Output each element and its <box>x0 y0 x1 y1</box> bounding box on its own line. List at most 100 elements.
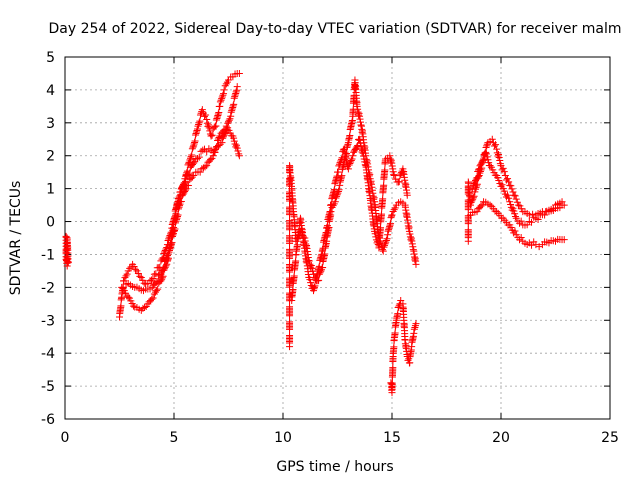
data-point <box>381 240 389 248</box>
data-point <box>286 217 294 225</box>
data-point <box>161 256 169 264</box>
data-point <box>483 153 491 161</box>
data-point <box>558 198 566 206</box>
data-point <box>131 265 139 273</box>
data-point <box>159 265 167 273</box>
axis-ticks: 0 5 10 15 20 25 -6 -5 -4 -3 -2 -1 0 1 2 3 4 5 <box>41 50 619 446</box>
data-point <box>494 174 502 182</box>
data-point <box>205 121 213 129</box>
data-point <box>509 188 517 196</box>
data-point <box>488 135 496 143</box>
data-point <box>220 90 228 98</box>
data-point <box>195 119 203 127</box>
data-point <box>472 177 480 185</box>
data-point <box>181 177 189 185</box>
data-point <box>494 152 502 160</box>
data-point <box>219 134 227 142</box>
data-point <box>335 160 343 168</box>
data-point <box>221 130 229 138</box>
y-axis-title: SDTVAR / TECUs <box>8 181 24 296</box>
data-point <box>137 273 145 281</box>
data-point <box>360 152 368 160</box>
data-point <box>338 172 346 180</box>
data-point <box>228 105 236 113</box>
data-point <box>311 282 319 290</box>
data-point <box>541 211 549 219</box>
data-point <box>469 181 477 189</box>
data-point <box>380 181 388 189</box>
data-point <box>229 103 237 111</box>
data-point <box>286 318 294 326</box>
data-point <box>334 168 342 176</box>
data-point <box>202 111 210 119</box>
data-point <box>160 264 168 272</box>
data-point <box>154 285 162 293</box>
data-point <box>471 178 479 186</box>
data-point <box>528 218 536 226</box>
data-point <box>230 94 238 102</box>
y-tick-label: -2 <box>41 280 55 296</box>
data-point <box>331 198 339 206</box>
x-axis-title: GPS time / hours <box>276 459 393 475</box>
y-tick-label: -5 <box>41 379 55 395</box>
data-point <box>406 359 414 367</box>
data-point <box>472 175 480 183</box>
data-point <box>203 119 211 127</box>
data-point <box>499 164 507 172</box>
data-point <box>214 136 222 144</box>
data-point <box>286 331 294 339</box>
data-point <box>187 153 195 161</box>
data-point <box>194 122 202 130</box>
data-point <box>482 148 490 156</box>
data-point <box>216 140 224 148</box>
data-point <box>467 198 475 206</box>
data-point <box>319 244 327 252</box>
data-point <box>346 132 354 140</box>
data-point <box>188 151 196 159</box>
chart-title: Day 254 of 2022, Sidereal Day-to-day VTE… <box>49 21 622 37</box>
data-point <box>231 91 239 99</box>
data-point <box>286 203 294 211</box>
data-point <box>500 168 508 176</box>
data-point <box>123 270 131 278</box>
y-tick-label: -1 <box>41 247 55 263</box>
data-point <box>230 100 238 108</box>
data-point <box>191 137 199 145</box>
data-point <box>504 175 512 183</box>
data-point <box>387 220 395 228</box>
data-point <box>130 263 138 271</box>
data-point <box>205 124 213 132</box>
data-point <box>234 147 242 155</box>
data-point <box>176 192 184 200</box>
data-point <box>212 122 220 130</box>
data-point <box>504 191 512 199</box>
data-point <box>493 208 501 216</box>
data-point <box>286 245 294 253</box>
data-point <box>158 268 166 276</box>
data-point <box>139 276 147 284</box>
data-point <box>475 165 483 173</box>
data-point <box>508 206 516 214</box>
y-tick-label: 4 <box>46 83 55 99</box>
data-point <box>235 152 243 160</box>
data-point <box>493 149 501 157</box>
data-point <box>233 83 241 91</box>
data-point <box>219 91 227 99</box>
data-point <box>395 301 403 309</box>
data-point <box>231 93 239 101</box>
data-point <box>172 210 180 218</box>
data-point <box>374 237 382 245</box>
data-point <box>391 329 399 337</box>
data-point <box>134 269 142 277</box>
data-point <box>353 143 361 151</box>
data-point <box>514 201 522 209</box>
data-point <box>478 158 486 166</box>
data-point <box>388 211 396 219</box>
data-point <box>177 190 185 198</box>
data-point <box>286 303 294 311</box>
data-point <box>347 158 355 166</box>
data-point <box>498 181 506 189</box>
data-point <box>149 294 157 302</box>
data-point <box>495 150 503 158</box>
data-point <box>403 191 411 199</box>
